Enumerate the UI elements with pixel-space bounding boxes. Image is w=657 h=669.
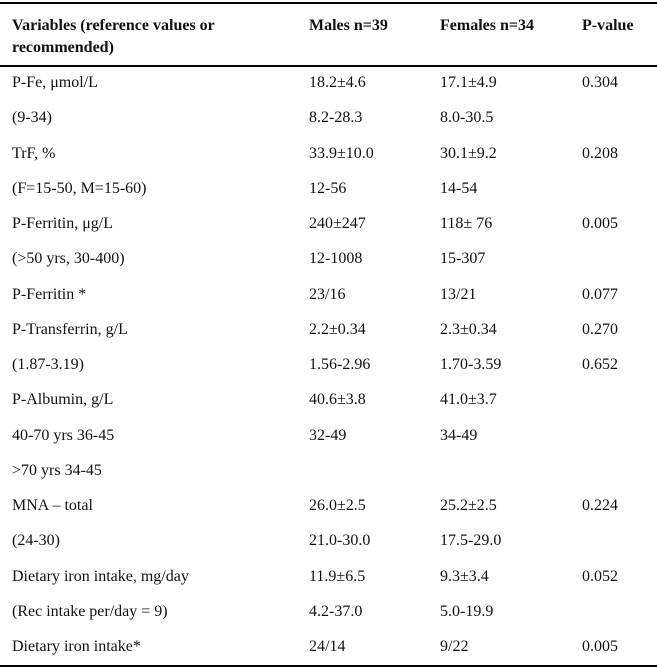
cell-variable: (9-34) bbox=[12, 109, 52, 126]
cell-females: 8.0-30.5 bbox=[440, 109, 494, 126]
header-rule bbox=[0, 65, 657, 67]
cell-females: 30.1±9.2 bbox=[440, 145, 497, 162]
cell-variable: >70 yrs 34-45 bbox=[12, 462, 102, 479]
cell-males: 12-56 bbox=[309, 180, 347, 197]
header-females: Females n=34 bbox=[440, 17, 534, 34]
cell-pvalue: 0.652 bbox=[582, 356, 618, 373]
cell-females: 34-49 bbox=[440, 427, 478, 444]
cell-males: 26.0±2.5 bbox=[309, 497, 366, 514]
cell-variable: (>50 yrs, 30-400) bbox=[12, 250, 125, 267]
cell-pvalue: 0.005 bbox=[582, 215, 618, 232]
cell-variable: P-Ferritin * bbox=[12, 286, 87, 303]
cell-variable: 40-70 yrs 36-45 bbox=[12, 427, 115, 444]
cell-pvalue: 0.005 bbox=[582, 638, 618, 655]
cell-variable: (Rec intake per/day = 9) bbox=[12, 603, 168, 620]
cell-females: 9.3±3.4 bbox=[440, 568, 489, 585]
cell-females: 25.2±2.5 bbox=[440, 497, 497, 514]
cell-females: 13/21 bbox=[440, 286, 477, 303]
cell-variable: MNA – total bbox=[12, 497, 93, 514]
cell-males: 240±247 bbox=[309, 215, 366, 232]
cell-variable: Dietary iron intake* bbox=[12, 638, 141, 655]
cell-pvalue: 0.052 bbox=[582, 568, 618, 585]
cell-males: 1.56-2.96 bbox=[309, 356, 371, 373]
cell-variable: (F=15-50, M=15-60) bbox=[12, 180, 147, 197]
cell-females: 9/22 bbox=[440, 638, 469, 655]
cell-males: 33.9±10.0 bbox=[309, 145, 374, 162]
cell-pvalue: 0.304 bbox=[582, 74, 618, 91]
cell-females: 41.0±3.7 bbox=[440, 391, 497, 408]
cell-variable: TrF, % bbox=[12, 145, 56, 162]
cell-variable: P-Ferritin, μg/L bbox=[12, 215, 114, 232]
cell-variable: Dietary iron intake, mg/day bbox=[12, 568, 189, 585]
header-variables: Variables (reference values or recommend… bbox=[12, 17, 215, 56]
cell-males: 24/14 bbox=[309, 638, 346, 655]
cell-females: 15-307 bbox=[440, 250, 486, 267]
cell-males: 2.2±0.34 bbox=[309, 321, 366, 338]
cell-males: 23/16 bbox=[309, 286, 346, 303]
cell-variable: P-Albumin, g/L bbox=[12, 391, 114, 408]
table-bottom-rule bbox=[0, 665, 657, 667]
cell-females: 5.0-19.9 bbox=[440, 603, 494, 620]
cell-males: 12-1008 bbox=[309, 250, 363, 267]
cell-females: 2.3±0.34 bbox=[440, 321, 497, 338]
cell-females: 118± 76 bbox=[440, 215, 493, 232]
cell-males: 11.9±6.5 bbox=[309, 568, 366, 585]
cell-pvalue: 0.224 bbox=[582, 497, 618, 514]
table-top-rule bbox=[0, 2, 657, 4]
cell-males: 8.2-28.3 bbox=[309, 109, 363, 126]
cell-pvalue: 0.270 bbox=[582, 321, 618, 338]
cell-females: 14-54 bbox=[440, 180, 478, 197]
cell-males: 21.0-30.0 bbox=[309, 532, 371, 549]
cell-pvalue: 0.077 bbox=[582, 286, 618, 303]
header-pvalue: P-value bbox=[582, 17, 634, 34]
cell-variable: P-Transferrin, g/L bbox=[12, 321, 128, 338]
header-males: Males n=39 bbox=[309, 17, 388, 34]
cell-variable: (24-30) bbox=[12, 532, 60, 549]
cell-males: 40.6±3.8 bbox=[309, 391, 366, 408]
cell-males: 32-49 bbox=[309, 427, 347, 444]
cell-pvalue: 0.208 bbox=[582, 145, 618, 162]
cell-variable: (1.87-3.19) bbox=[12, 356, 84, 373]
cell-variable: P-Fe, μmol/L bbox=[12, 74, 98, 91]
cell-females: 17.5-29.0 bbox=[440, 532, 502, 549]
cell-males: 18.2±4.6 bbox=[309, 74, 366, 91]
cell-females: 17.1±4.9 bbox=[440, 74, 497, 91]
cell-females: 1.70-3.59 bbox=[440, 356, 502, 373]
cell-males: 4.2-37.0 bbox=[309, 603, 363, 620]
